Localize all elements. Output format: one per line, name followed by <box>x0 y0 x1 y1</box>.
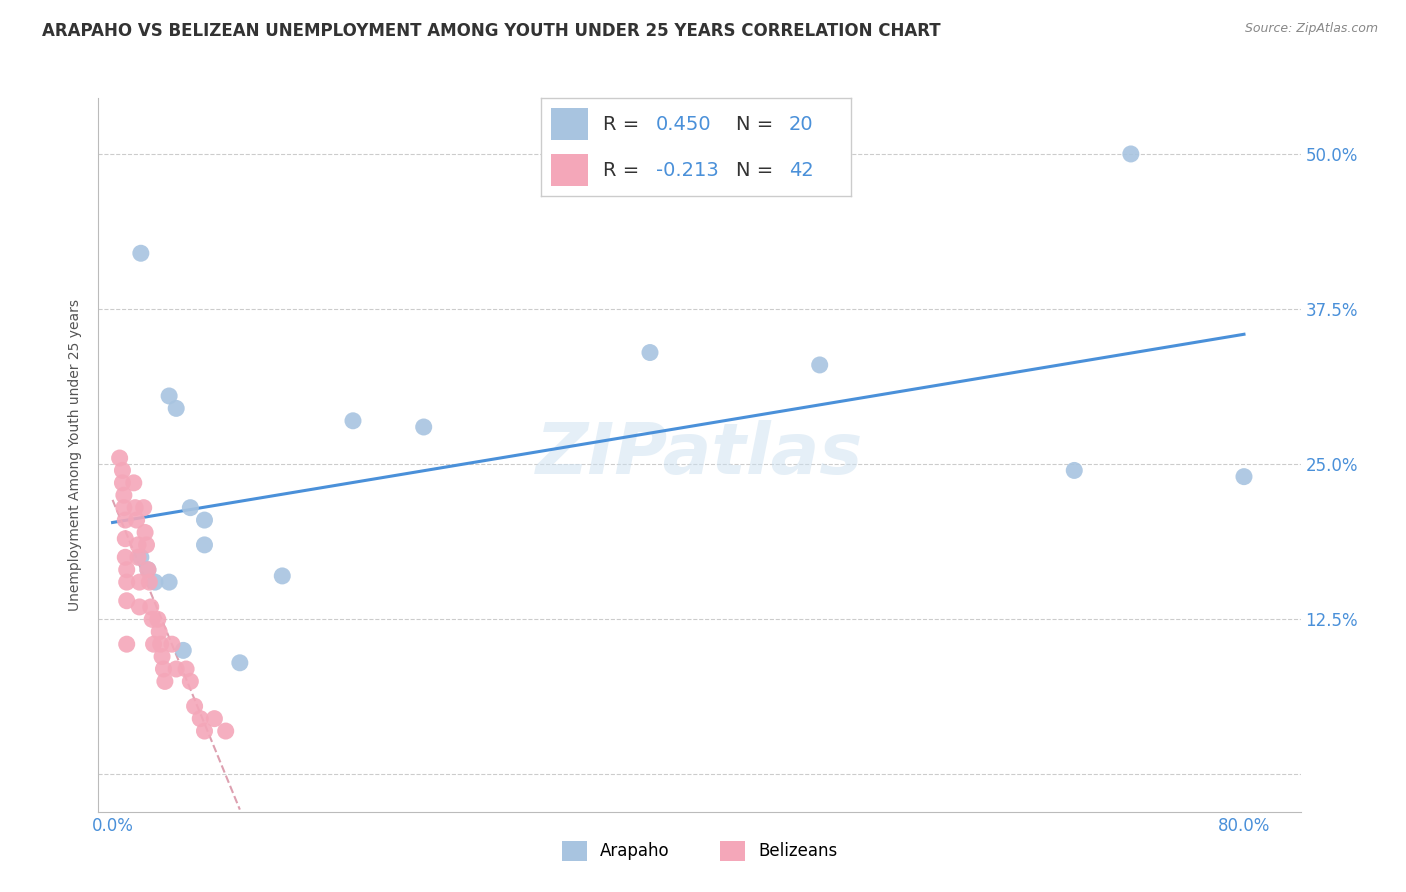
Text: R =: R = <box>603 161 645 180</box>
Text: ZIPatlas: ZIPatlas <box>536 420 863 490</box>
Point <box>143 575 166 590</box>
Text: ARAPAHO VS BELIZEAN UNEMPLOYMENT AMONG YOUTH UNDER 25 YEARS CORRELATION CHART: ARAPAHO VS BELIZEAN UNEMPLOYMENT AMONG Y… <box>42 22 941 40</box>
Point <box>114 532 136 546</box>
Point <box>134 525 156 540</box>
Point <box>160 637 183 651</box>
Point <box>149 637 172 651</box>
Point <box>115 637 138 651</box>
FancyBboxPatch shape <box>551 108 588 140</box>
Point <box>193 724 215 739</box>
Point <box>152 662 174 676</box>
Point <box>808 358 831 372</box>
Point <box>128 599 150 614</box>
Point <box>172 643 194 657</box>
Point <box>127 538 149 552</box>
Point <box>157 575 180 590</box>
FancyBboxPatch shape <box>551 154 588 186</box>
Point <box>135 538 157 552</box>
Point <box>124 500 146 515</box>
Point <box>150 649 173 664</box>
Point <box>229 656 252 670</box>
Text: N =: N = <box>737 161 780 180</box>
Point <box>202 712 225 726</box>
Point <box>179 674 201 689</box>
Point <box>111 463 134 477</box>
Point <box>114 513 136 527</box>
Point <box>115 593 138 607</box>
Point <box>114 550 136 565</box>
Point <box>136 563 159 577</box>
Point <box>125 513 148 527</box>
Point <box>342 414 364 428</box>
Point <box>128 575 150 590</box>
Text: R =: R = <box>603 114 645 134</box>
Point <box>111 475 134 490</box>
Point <box>108 450 131 465</box>
Point <box>1063 463 1085 477</box>
Point <box>142 637 165 651</box>
Point <box>412 420 434 434</box>
Point <box>136 563 159 577</box>
Point <box>132 500 155 515</box>
Point <box>141 612 163 626</box>
Point <box>1119 147 1142 161</box>
Point <box>165 662 187 676</box>
Point <box>122 475 145 490</box>
Point <box>215 724 238 739</box>
Point <box>153 674 176 689</box>
Point <box>115 575 138 590</box>
Point <box>1233 469 1256 483</box>
Point <box>112 488 135 502</box>
Text: 20: 20 <box>789 114 814 134</box>
Point <box>165 401 187 416</box>
Text: -0.213: -0.213 <box>655 161 718 180</box>
Point <box>188 712 211 726</box>
Point <box>138 575 160 590</box>
Point <box>638 345 661 359</box>
Point <box>183 699 205 714</box>
Point <box>112 500 135 515</box>
Point <box>115 563 138 577</box>
Point <box>129 246 152 260</box>
Text: Source: ZipAtlas.com: Source: ZipAtlas.com <box>1244 22 1378 36</box>
Point <box>271 569 294 583</box>
Point <box>157 389 180 403</box>
Point <box>193 538 215 552</box>
Text: N =: N = <box>737 114 780 134</box>
Point <box>127 550 149 565</box>
Point <box>179 500 201 515</box>
Point <box>148 624 170 639</box>
Text: 42: 42 <box>789 161 814 180</box>
Point <box>139 599 162 614</box>
Point <box>193 513 215 527</box>
Point <box>129 550 152 565</box>
Text: 0.450: 0.450 <box>655 114 711 134</box>
Legend: Arapaho, Belizeans: Arapaho, Belizeans <box>555 834 844 868</box>
Y-axis label: Unemployment Among Youth under 25 years: Unemployment Among Youth under 25 years <box>69 299 83 611</box>
Point <box>174 662 197 676</box>
Point <box>146 612 169 626</box>
